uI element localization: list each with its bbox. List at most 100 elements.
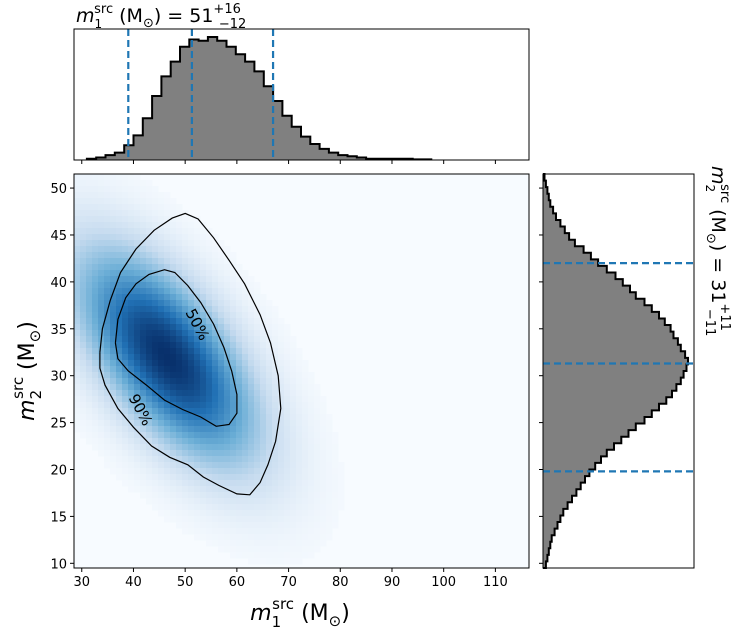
heatmap-cell	[200, 318, 207, 325]
heatmap-cell	[266, 474, 273, 481]
heatmap-cell	[116, 264, 123, 271]
heatmap-cell	[284, 504, 291, 511]
heatmap-cell	[224, 258, 231, 265]
heatmap-cell	[230, 480, 237, 487]
heatmap-cell	[248, 414, 255, 421]
heatmap-cell	[176, 348, 183, 355]
heatmap-cell	[302, 516, 309, 523]
heatmap-cell	[146, 390, 153, 397]
heatmap-cell	[248, 426, 255, 433]
heatmap-cell	[260, 462, 267, 469]
heatmap-cell	[104, 378, 111, 385]
heatmap-cell	[158, 420, 165, 427]
heatmap-cell	[140, 336, 147, 343]
heatmap-cell	[218, 462, 225, 469]
heatmap-cell	[248, 396, 255, 403]
heatmap-cell	[266, 354, 273, 361]
heatmap-cell	[266, 300, 273, 307]
heatmap-cell	[128, 246, 135, 253]
heatmap-cell	[134, 258, 141, 265]
heatmap-cell	[242, 402, 249, 409]
heatmap-cell	[236, 312, 243, 319]
heatmap-cell	[122, 276, 129, 283]
heatmap-cell	[98, 384, 105, 391]
heatmap-cell	[170, 450, 177, 457]
heatmap-cell	[332, 516, 339, 523]
heatmap-cell	[146, 252, 153, 259]
heatmap-cell	[188, 300, 195, 307]
heatmap-cell	[158, 378, 165, 385]
heatmap-cell	[260, 354, 267, 361]
heatmap-cell	[308, 426, 315, 433]
heatmap-cell	[134, 342, 141, 349]
heatmap-cell	[146, 414, 153, 421]
heatmap-cell	[158, 510, 165, 517]
heatmap-cell	[86, 282, 93, 289]
heatmap-cell	[176, 270, 183, 277]
heatmap-cell	[164, 198, 171, 205]
heatmap-cell	[194, 240, 201, 247]
heatmap-cell	[146, 180, 153, 187]
heatmap-cell	[278, 540, 285, 547]
heatmap-cell	[80, 288, 87, 295]
heatmap-cell	[290, 402, 297, 409]
heatmap-cell	[278, 456, 285, 463]
heatmap-cell	[86, 366, 93, 373]
heatmap-cell	[212, 252, 219, 259]
heatmap-cell	[332, 438, 339, 445]
heatmap-cell	[170, 306, 177, 313]
right-hist-bar	[543, 430, 629, 438]
heatmap-cell	[134, 216, 141, 223]
heatmap-cell	[308, 372, 315, 379]
heatmap-cell	[158, 468, 165, 475]
heatmap-cell	[302, 384, 309, 391]
heatmap-cell	[242, 384, 249, 391]
heatmap-cell	[74, 258, 81, 265]
heatmap-cell	[254, 474, 261, 481]
heatmap-cell	[92, 438, 99, 445]
heatmap-cell	[194, 234, 201, 241]
heatmap-cell	[80, 330, 87, 337]
heatmap-cell	[146, 450, 153, 457]
heatmap-cell	[188, 510, 195, 517]
heatmap-cell	[236, 348, 243, 355]
heatmap-cell	[80, 414, 87, 421]
heatmap-cell	[104, 276, 111, 283]
heatmap-cell	[176, 282, 183, 289]
heatmap-cell	[218, 546, 225, 553]
heatmap-cell	[320, 474, 327, 481]
heatmap-cell	[92, 246, 99, 253]
heatmap-cell	[146, 492, 153, 499]
heatmap-cell	[194, 282, 201, 289]
heatmap-cell	[302, 432, 309, 439]
heatmap-cell	[110, 456, 117, 463]
heatmap-cell	[242, 516, 249, 523]
heatmap-cell	[122, 222, 129, 229]
heatmap-cell	[98, 210, 105, 217]
heatmap-cell	[218, 444, 225, 451]
heatmap-cell	[122, 180, 129, 187]
heatmap-cell	[146, 234, 153, 241]
heatmap-cell	[182, 384, 189, 391]
heatmap-cell	[104, 228, 111, 235]
heatmap-cell	[140, 312, 147, 319]
heatmap-cell	[218, 318, 225, 325]
right-hist-bar	[543, 390, 673, 398]
heatmap-cell	[182, 348, 189, 355]
heatmap-cell	[182, 366, 189, 373]
heatmap-cell	[218, 534, 225, 541]
heatmap-cell	[116, 450, 123, 457]
heatmap-cell	[146, 306, 153, 313]
heatmap-cell	[134, 234, 141, 241]
heatmap-cell	[260, 522, 267, 529]
heatmap-cell	[200, 528, 207, 535]
heatmap-cell	[110, 198, 117, 205]
heatmap-cell	[110, 336, 117, 343]
y-tick-label: 25	[50, 417, 67, 432]
heatmap-cell	[320, 408, 327, 415]
heatmap-cell	[320, 468, 327, 475]
heatmap-cell	[80, 174, 87, 181]
heatmap-cell	[146, 360, 153, 367]
heatmap-cell	[74, 390, 81, 397]
heatmap-cell	[128, 276, 135, 283]
